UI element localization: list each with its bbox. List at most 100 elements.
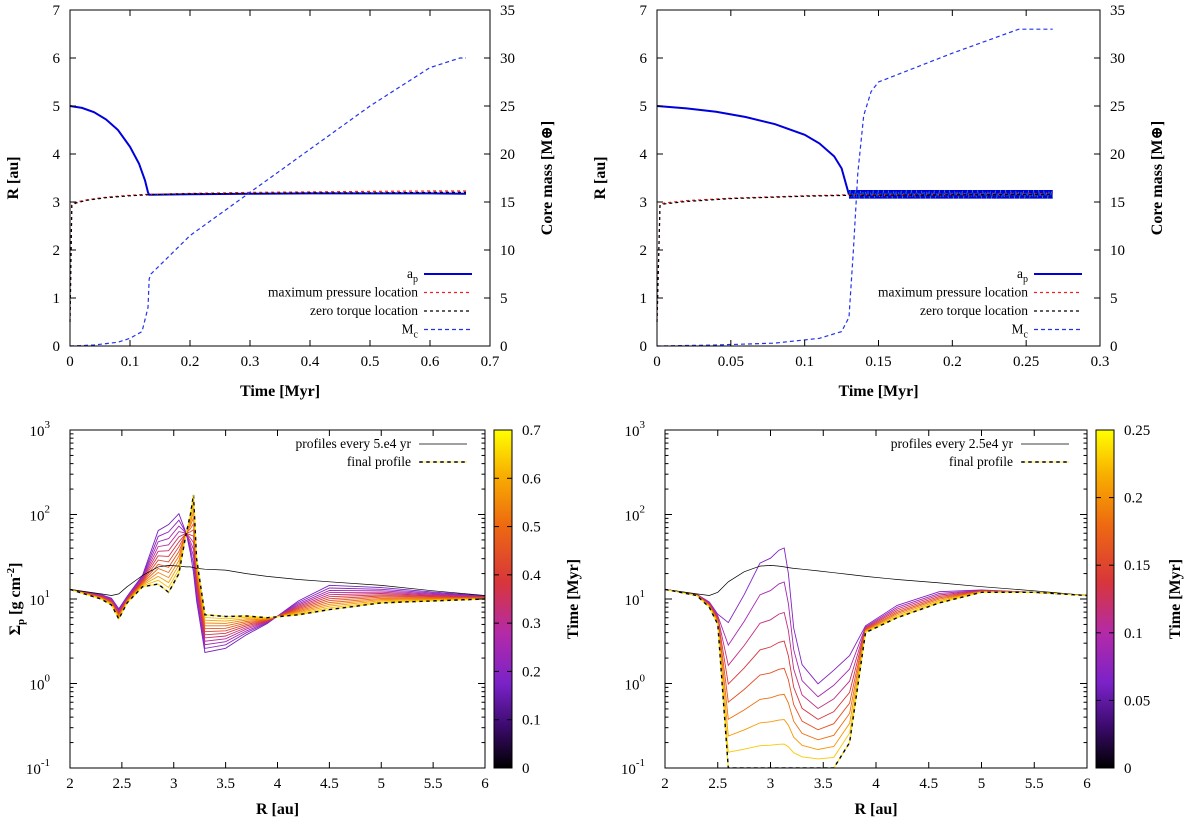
profile-curve (665, 588, 1087, 720)
legend-label: zero torque location (920, 303, 1028, 318)
profile-curve (70, 525, 485, 646)
colorbar-tick-label: 0 (1124, 761, 1132, 777)
plot-frame (69, 9, 491, 347)
x-tick-label: 0.4 (301, 354, 320, 370)
colorbar-tick-label: 0.4 (522, 568, 541, 584)
x-tick-label: 3.5 (216, 776, 235, 792)
x-tick-label: 2.5 (113, 776, 132, 792)
y2-axis-label: Core mass [M⊕] (1149, 121, 1166, 235)
y-tick-label: 7 (53, 3, 61, 19)
x-tick-label: 0 (66, 354, 74, 370)
profile-curve (70, 532, 485, 636)
y2-tick-label: 30 (1110, 51, 1125, 67)
y2-tick-label: 0 (500, 339, 508, 355)
y-tick-label: 101 (625, 588, 646, 609)
x-tick-label: 5 (378, 776, 386, 792)
x-axis-label: R [au] (256, 801, 299, 818)
y-axis-label: R [au] (5, 156, 22, 199)
legend-label: final profile (347, 454, 411, 469)
initial-profile-curve (70, 565, 485, 596)
y-tick-label: 1 (640, 291, 648, 307)
y2-tick-label: 15 (500, 195, 515, 211)
y-tick-label: 3 (53, 195, 61, 211)
x-tick-label: 0.5 (361, 354, 380, 370)
y-tick-label: 5 (53, 99, 61, 115)
x-tick-label: 2.5 (708, 776, 727, 792)
x-tick-label: 0.3 (1091, 354, 1110, 370)
colorbar-label: Time [Myr] (1167, 559, 1184, 639)
profiles-group (665, 547, 1087, 768)
y2-tick-label: 10 (500, 243, 515, 259)
legend-label: profiles every 5.e4 yr (296, 436, 412, 451)
y2-tick-label: 35 (1110, 3, 1125, 19)
profile-curve (665, 547, 1087, 685)
y-tick-label: 100 (30, 673, 51, 694)
x-tick-label: 0.05 (718, 354, 744, 370)
y2-tick-label: 25 (1110, 99, 1125, 115)
legend-label: final profile (949, 454, 1013, 469)
y2-tick-label: 30 (500, 51, 515, 67)
x-tick-label: 0.15 (865, 354, 891, 370)
y-tick-label: 5 (640, 99, 648, 115)
y-tick-label: 101 (30, 588, 51, 609)
y-tick-label: 0 (640, 339, 648, 355)
panel-bottom-right: 2 2.5 3 3.5 4 4.5 5 5.5 6 10-1 100 101 102 103 R [au] p… (621, 419, 1184, 818)
x-tick-label: 0.2 (181, 354, 200, 370)
y2-tick-label: 0 (1110, 339, 1118, 355)
colorbar-tick-label: 0.2 (1124, 491, 1143, 507)
y-tick-label: 103 (625, 419, 646, 440)
panel-top-left: 0 0.1 0.2 0.3 0.4 0.5 0.6 0.7012345670510152025… (5, 3, 556, 400)
y2-tick-label: 10 (1110, 243, 1125, 259)
y2-tick-label: 35 (500, 3, 515, 19)
series-m-c (656, 28, 1053, 347)
x-tick-label: 6 (1083, 776, 1091, 792)
colorbar-tick-label: 0.15 (1124, 558, 1150, 574)
panel-top-right: 0 0.05 0.1 0.15 0.2 0.25 0.3012345670510152025… (592, 3, 1166, 400)
profile-curve (70, 511, 485, 624)
x-tick-label: 5.5 (424, 776, 443, 792)
legend-label: ap (407, 266, 418, 285)
y-tick-label: 2 (53, 243, 61, 259)
profile-curve (665, 588, 1087, 731)
profile-curve (665, 588, 1087, 760)
x-tick-label: 3 (767, 776, 775, 792)
colorbar-label: Time [Myr] (565, 559, 582, 639)
y2-tick-label: 20 (500, 147, 515, 163)
x-tick-label: 0.2 (943, 354, 962, 370)
x-tick-label: 2 (66, 776, 74, 792)
profile-curve (70, 531, 485, 642)
final-profile-highlight (665, 589, 1087, 768)
colorbar-tick-label: 0.05 (1124, 693, 1150, 709)
colorbar (1095, 429, 1115, 769)
y-tick-label: 3 (640, 195, 648, 211)
profile-curve (665, 588, 1087, 710)
x-tick-label: 0.1 (795, 354, 814, 370)
legend-label: ap (1017, 266, 1028, 285)
legend-label: Mc (402, 322, 419, 341)
colorbar-tick-label: 0.1 (1124, 626, 1143, 642)
y-tick-label: 1 (53, 291, 61, 307)
legend-label: zero torque location (310, 303, 418, 318)
y-tick-label: 4 (53, 147, 61, 163)
colorbar-tick-label: 0.7 (522, 423, 541, 439)
y-tick-label: 100 (625, 673, 646, 694)
initial-profile-curve (665, 565, 1087, 596)
panel-bottom-left: 2 2.5 3 3.5 4 4.5 5 5.5 6 10-1 100 101 102 103 R [au] Σ… (5, 419, 582, 818)
x-tick-label: 0.3 (241, 354, 260, 370)
x-tick-label: 5.5 (1025, 776, 1044, 792)
colorbar-tick-label: 0.6 (522, 471, 541, 487)
colorbar (493, 429, 513, 769)
x-tick-label: 0.6 (421, 354, 440, 370)
legend-label: profiles every 2.5e4 yr (891, 436, 1014, 451)
x-tick-label: 4 (872, 776, 880, 792)
y-tick-label: 6 (640, 51, 648, 67)
y-tick-label: 4 (640, 147, 648, 163)
y-tick-label: 0 (53, 339, 61, 355)
profile-curve (665, 588, 1087, 768)
profile-curve (665, 588, 1087, 750)
x-tick-label: 4 (274, 776, 282, 792)
profiles-group (70, 494, 485, 654)
profile-curve (70, 512, 485, 654)
y-tick-label: 7 (640, 3, 648, 19)
x-tick-label: 4.5 (919, 776, 938, 792)
